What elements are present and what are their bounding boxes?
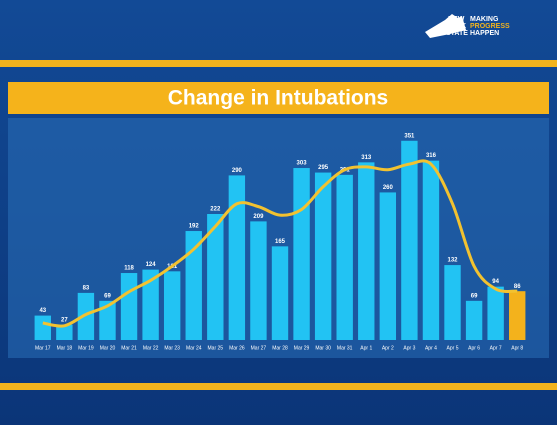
bar (56, 324, 73, 340)
bar (401, 140, 418, 340)
bar (487, 286, 504, 340)
x-tick-label: Apr 6 (468, 345, 480, 351)
bar (207, 214, 224, 340)
value-label: 94 (492, 279, 499, 285)
x-tick-label: Mar 29 (294, 345, 310, 351)
bar (142, 269, 159, 340)
x-tick-label: Mar 19 (78, 345, 94, 351)
bar (422, 160, 440, 340)
chart-title: Change in Intubations (168, 87, 389, 110)
logo-map (425, 14, 466, 38)
x-tick-label: Mar 27 (251, 345, 267, 351)
x-tick-label: Apr 2 (382, 345, 394, 351)
bar (379, 192, 397, 340)
x-tick-label: Mar 20 (100, 345, 116, 351)
logo-state: YORK (446, 23, 466, 30)
bar (336, 174, 353, 340)
bar (465, 300, 483, 340)
value-label: 69 (471, 293, 478, 299)
logo-slogan: MAKING (470, 16, 499, 23)
value-label: 260 (383, 185, 394, 191)
bar (228, 175, 246, 340)
value-label: 43 (39, 308, 46, 314)
value-label: 192 (189, 224, 200, 230)
x-tick-label: Mar 17 (35, 345, 51, 351)
value-label: 83 (83, 285, 90, 291)
x-tick-label: Apr 8 (511, 345, 523, 351)
value-label: 86 (514, 284, 521, 290)
bar (163, 271, 181, 340)
x-tick-label: Apr 4 (425, 345, 437, 351)
value-label: 69 (104, 293, 111, 299)
bar (314, 172, 332, 340)
bar (34, 315, 51, 340)
x-tick-label: Mar 26 (229, 345, 245, 351)
value-label: 124 (146, 262, 157, 268)
bottom-stripe (0, 383, 557, 390)
value-label: 295 (318, 165, 329, 171)
value-label: 316 (426, 153, 437, 159)
bar (77, 292, 95, 340)
bar (293, 168, 310, 340)
bar (271, 246, 289, 340)
value-label: 290 (232, 168, 243, 174)
title-box (8, 82, 549, 114)
bar (509, 291, 526, 340)
value-label: 209 (253, 214, 264, 220)
x-tick-label: Apr 3 (403, 345, 415, 351)
logo-state: STATE (446, 30, 468, 37)
value-label: 351 (404, 133, 415, 139)
top-stripe (0, 60, 557, 67)
x-tick-label: Mar 31 (337, 345, 353, 351)
value-label: 132 (448, 258, 459, 264)
bar (120, 273, 138, 340)
x-tick-label: Mar 25 (208, 345, 224, 351)
value-label: 118 (124, 266, 134, 272)
bar (99, 300, 116, 340)
trend-line (42, 159, 518, 328)
x-tick-label: Mar 18 (57, 345, 73, 351)
bar (185, 231, 202, 340)
value-label: 27 (61, 317, 68, 323)
bar (444, 265, 461, 340)
x-tick-label: Mar 21 (121, 345, 137, 351)
x-tick-label: Apr 5 (447, 345, 459, 351)
x-tick-label: Mar 28 (272, 345, 288, 351)
x-tick-label: Mar 30 (315, 345, 331, 351)
value-label: 222 (210, 207, 221, 213)
logo-slogan: PROGRESS (470, 23, 510, 30)
bar (358, 162, 375, 340)
x-tick-label: Mar 23 (164, 345, 180, 351)
bar (250, 221, 267, 340)
value-label: 313 (361, 155, 372, 161)
value-label: 165 (275, 239, 286, 245)
logo-state: NEW (448, 16, 465, 23)
x-tick-label: Apr 7 (490, 345, 502, 351)
x-tick-label: Apr 1 (360, 345, 372, 351)
x-tick-label: Mar 24 (186, 345, 202, 351)
x-tick-label: Mar 22 (143, 345, 159, 351)
logo-slogan: HAPPEN (470, 30, 499, 37)
logo: NEW YORK STATE MAKING PROGRESS HAPPEN (425, 14, 510, 38)
value-label: 303 (297, 161, 308, 167)
